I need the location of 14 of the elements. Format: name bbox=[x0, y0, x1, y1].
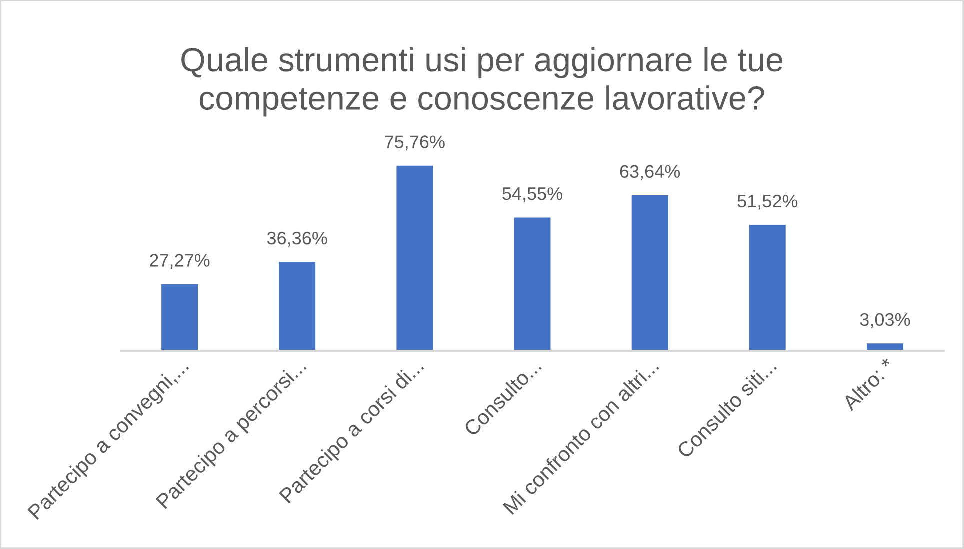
bar bbox=[632, 196, 668, 351]
data-label: 27,27% bbox=[150, 254, 210, 270]
data-label: 36,36% bbox=[267, 232, 328, 247]
data-label: 63,64% bbox=[620, 165, 680, 180]
data-label: 51,52% bbox=[738, 194, 798, 210]
data-label: 3,03% bbox=[860, 313, 910, 328]
chart-title: Quale strumenti usi per aggiornare le tue competenze e conoscenze lavorative? bbox=[182, 47, 783, 117]
bar bbox=[162, 284, 198, 351]
data-label: 75,76% bbox=[385, 136, 445, 151]
bar bbox=[749, 225, 786, 351]
bar bbox=[514, 218, 551, 351]
bar bbox=[279, 262, 316, 351]
data-label: 54,55% bbox=[502, 188, 562, 202]
bar bbox=[396, 166, 434, 351]
